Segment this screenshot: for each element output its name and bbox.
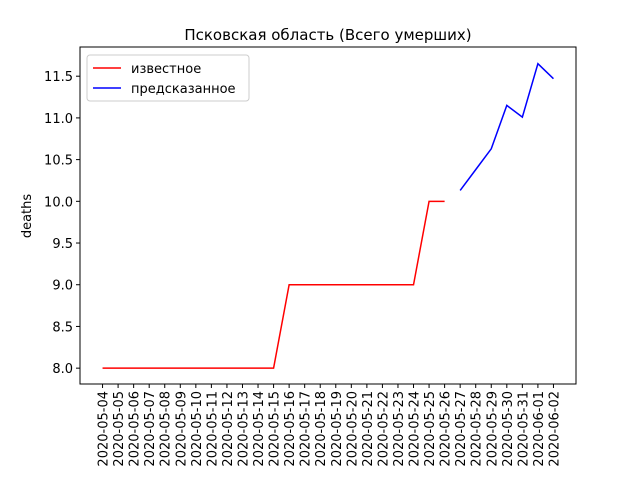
plot-frame <box>79 46 577 385</box>
legend-label: известное <box>131 62 201 77</box>
y-tick-label: 8.0 <box>52 362 73 377</box>
y-tick-label: 10.0 <box>44 195 73 210</box>
y-tick-label: 11.5 <box>44 70 73 85</box>
x-tick-label: 2020-05-29 <box>485 391 500 467</box>
y-tick-label: 9.0 <box>52 279 73 294</box>
x-tick-label: 2020-05-16 <box>283 391 298 467</box>
x-tick-label: 2020-05-26 <box>439 391 454 467</box>
x-tick-label: 2020-05-04 <box>97 391 112 467</box>
x-tick-label: 2020-05-23 <box>392 391 407 467</box>
x-tick-label: 2020-06-01 <box>532 391 547 467</box>
y-tick-label: 9.5 <box>52 237 73 252</box>
x-tick-label: 2020-05-12 <box>221 391 236 467</box>
x-tick-label: 2020-05-28 <box>470 391 485 467</box>
x-tick-label: 2020-05-19 <box>330 391 345 467</box>
x-tick-label: 2020-05-15 <box>268 391 283 467</box>
line-series <box>459 62 554 191</box>
x-tick-label: 2020-05-14 <box>252 391 267 467</box>
x-tick-label: 2020-05-13 <box>236 391 251 467</box>
line-series <box>102 200 445 369</box>
x-tick-label: 2020-05-25 <box>423 391 438 467</box>
x-tick-label: 2020-05-30 <box>501 391 516 467</box>
x-tick-label: 2020-05-22 <box>376 391 391 467</box>
y-tick-label: 11.0 <box>44 112 73 127</box>
chart-title: Псковская область (Всего умерших) <box>184 26 471 44</box>
x-tick-label: 2020-05-07 <box>143 391 158 467</box>
x-tick-label: 2020-05-11 <box>205 391 220 467</box>
x-tick-label: 2020-05-27 <box>454 391 469 467</box>
x-tick-label: 2020-05-05 <box>112 391 127 467</box>
y-axis-label: deaths <box>20 194 35 239</box>
y-tick-label: 10.5 <box>44 154 73 169</box>
x-tick-label: 2020-05-09 <box>174 391 189 467</box>
legend-box <box>86 54 250 102</box>
x-tick-label: 2020-06-02 <box>547 391 562 467</box>
x-tick-label: 2020-05-18 <box>314 391 329 467</box>
x-tick-label: 2020-05-20 <box>345 391 360 467</box>
x-tick-label: 2020-05-10 <box>190 391 205 467</box>
x-tick-label: 2020-05-31 <box>516 391 531 467</box>
x-tick-label: 2020-05-06 <box>128 391 143 467</box>
x-tick-label: 2020-05-17 <box>299 391 314 467</box>
x-tick-label: 2020-05-24 <box>408 391 423 467</box>
legend-label: предсказанное <box>131 82 236 97</box>
x-tick-label: 2020-05-08 <box>159 391 174 467</box>
y-tick-label: 8.5 <box>52 320 73 335</box>
x-tick-label: 2020-05-21 <box>361 391 376 467</box>
